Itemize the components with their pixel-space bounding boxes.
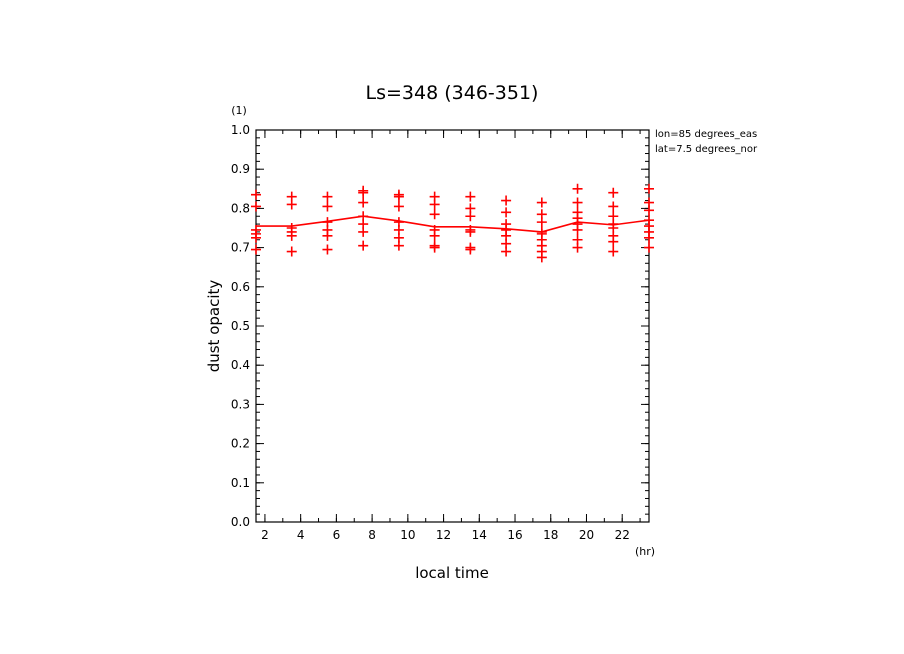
y-tick-label: 0.9 bbox=[231, 162, 250, 176]
sample-marker bbox=[393, 201, 404, 212]
y-unit-label: (1) bbox=[231, 104, 247, 117]
y-tick-label: 0.8 bbox=[231, 201, 250, 215]
sample-marker bbox=[322, 201, 333, 212]
y-tick-label: 0.7 bbox=[231, 241, 250, 255]
sample-marker bbox=[465, 226, 476, 237]
sample-marker bbox=[251, 201, 261, 212]
y-tick-label: 0.5 bbox=[231, 319, 250, 333]
mean-line-layer bbox=[256, 215, 650, 233]
y-axis-label: dust opacity bbox=[205, 280, 223, 373]
sample-marker bbox=[572, 183, 583, 194]
sample-marker bbox=[322, 191, 333, 202]
x-tick-label: 6 bbox=[333, 528, 341, 542]
x-tick-label: 8 bbox=[368, 528, 376, 542]
sample-marker bbox=[429, 209, 440, 220]
sample-marker bbox=[429, 199, 440, 210]
sample-marker bbox=[393, 240, 404, 251]
x-tick-label: 18 bbox=[543, 528, 558, 542]
sample-marker bbox=[536, 217, 547, 228]
x-tick-label: 12 bbox=[436, 528, 451, 542]
y-tick-label: 0.3 bbox=[231, 397, 250, 411]
sample-marker bbox=[644, 242, 654, 253]
mean-line bbox=[256, 215, 650, 233]
sample-marker bbox=[501, 246, 512, 257]
sample-marker bbox=[358, 226, 369, 237]
x-tick-label: 10 bbox=[400, 528, 415, 542]
sample-marker bbox=[286, 199, 297, 210]
sample-marker bbox=[536, 197, 547, 208]
sample-marker bbox=[429, 230, 440, 241]
sample-marker bbox=[358, 187, 369, 198]
y-tick-label: 0.1 bbox=[231, 476, 250, 490]
y-tick-label: 0.6 bbox=[231, 280, 250, 294]
sample-marker bbox=[251, 232, 261, 243]
annotation-lon: lon=85 degrees_eas bbox=[655, 129, 757, 140]
sample-marker bbox=[501, 207, 512, 218]
sample-marker bbox=[501, 195, 512, 206]
sample-marker bbox=[286, 246, 297, 257]
sample-marker bbox=[608, 201, 619, 212]
x-tick-label: 20 bbox=[579, 528, 594, 542]
sample-marker bbox=[572, 224, 583, 235]
sample-marker bbox=[644, 232, 654, 243]
axis-ticks: 0.0 0.1 0.2 0.3 0.4 0.5 0.6 0.7 0.8 0.9 1.0 2 4 6 8 10 1… bbox=[231, 123, 649, 542]
x-tick-label: 22 bbox=[615, 528, 630, 542]
sample-marker bbox=[465, 211, 476, 222]
sample-marker bbox=[251, 244, 261, 255]
sample-marker bbox=[358, 240, 369, 251]
sample-marker bbox=[358, 197, 369, 208]
sample-marker bbox=[393, 191, 404, 202]
annotation-lat: lat=7.5 degrees_nor bbox=[655, 144, 758, 155]
sample-marker bbox=[536, 252, 547, 263]
x-unit-label: (hr) bbox=[635, 545, 655, 558]
x-tick-label: 14 bbox=[472, 528, 487, 542]
sample-marker bbox=[465, 244, 476, 255]
sample-marker bbox=[644, 205, 654, 216]
sample-marker bbox=[608, 246, 619, 257]
sample-marker bbox=[322, 230, 333, 241]
sample-marker bbox=[286, 230, 297, 241]
sample-marker bbox=[572, 242, 583, 253]
y-tick-label: 0.4 bbox=[231, 358, 250, 372]
y-tick-label: 0.2 bbox=[231, 437, 250, 451]
x-tick-label: 2 bbox=[261, 528, 269, 542]
sample-marker bbox=[465, 191, 476, 202]
x-tick-label: 4 bbox=[297, 528, 305, 542]
sample-marker bbox=[608, 187, 619, 198]
sample-marker bbox=[644, 183, 654, 194]
y-tick-label: 0.0 bbox=[231, 515, 250, 529]
sample-marker bbox=[572, 197, 583, 208]
plot-frame bbox=[255, 129, 650, 523]
sample-marker bbox=[608, 236, 619, 247]
sample-marker bbox=[251, 189, 261, 200]
sample-marker bbox=[429, 242, 440, 253]
sample-marker bbox=[322, 244, 333, 255]
x-tick-label: 16 bbox=[507, 528, 522, 542]
y-tick-label: 1.0 bbox=[231, 123, 250, 137]
chart-title: Ls=348 (346-351) bbox=[366, 82, 539, 104]
x-axis-label: local time bbox=[415, 564, 489, 582]
